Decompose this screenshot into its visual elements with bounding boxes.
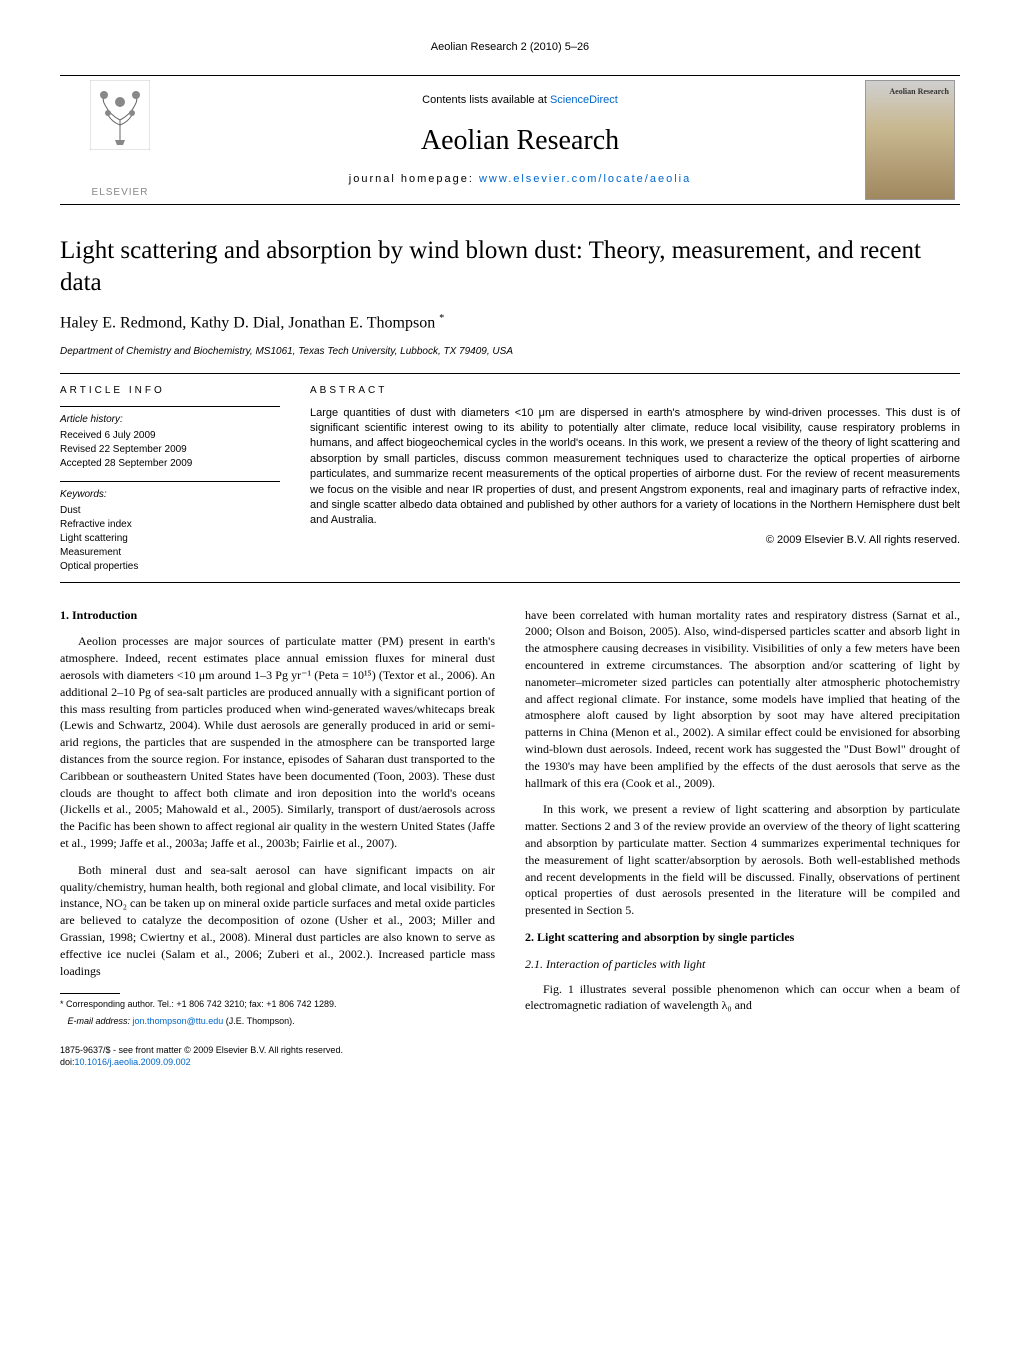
email-label: E-mail address: — [68, 1016, 133, 1026]
article-info-heading: ARTICLE INFO — [60, 384, 280, 398]
info-abstract-row: ARTICLE INFO Article history: Received 6… — [60, 384, 960, 574]
homepage-prefix: journal homepage: — [349, 173, 479, 185]
publisher-logo-box: ELSEVIER — [60, 75, 180, 205]
doi-line: doi:10.1016/j.aeolia.2009.09.002 — [60, 1056, 960, 1069]
corresponding-footnote: * Corresponding author. Tel.: +1 806 742… — [60, 998, 495, 1011]
history-label: Article history: — [60, 413, 280, 427]
abstract-heading: ABSTRACT — [310, 384, 960, 398]
section-1-p2: Both mineral dust and sea-salt aerosol c… — [60, 862, 495, 980]
authors-line: Haley E. Redmond, Kathy D. Dial, Jonatha… — [60, 312, 960, 335]
journal-title-banner: Aeolian Research — [180, 121, 860, 160]
affiliation: Department of Chemistry and Biochemistry… — [60, 345, 960, 359]
email-link[interactable]: jon.thompson@ttu.edu — [133, 1016, 224, 1026]
divider-rule — [60, 582, 960, 583]
sciencedirect-link[interactable]: ScienceDirect — [550, 94, 618, 106]
doi-prefix: doi: — [60, 1057, 75, 1067]
banner-right: Aeolian Research — [860, 75, 960, 205]
authors-names: Haley E. Redmond, Kathy D. Dial, Jonatha… — [60, 314, 435, 331]
journal-banner: ELSEVIER Contents lists available at Sci… — [60, 75, 960, 205]
history-lines: Received 6 July 2009 Revised 22 Septembe… — [60, 429, 280, 471]
issn-line: 1875-9637/$ - see front matter © 2009 El… — [60, 1044, 960, 1057]
section-2-heading: 2. Light scattering and absorption by si… — [525, 929, 960, 946]
abstract-text: Large quantities of dust with diameters … — [310, 406, 960, 529]
keyword-item: Dust — [60, 504, 280, 518]
article-info-block: ARTICLE INFO Article history: Received 6… — [60, 384, 280, 574]
keyword-item: Optical properties — [60, 560, 280, 574]
contents-prefix: Contents lists available at — [422, 94, 550, 106]
history-accepted: Accepted 28 September 2009 — [60, 457, 280, 471]
journal-cover-thumbnail: Aeolian Research — [865, 80, 955, 200]
keywords-label: Keywords: — [60, 488, 280, 502]
history-received: Received 6 July 2009 — [60, 429, 280, 443]
elsevier-tree-icon — [90, 80, 150, 150]
contents-line: Contents lists available at ScienceDirec… — [180, 93, 860, 108]
running-header: Aeolian Research 2 (2010) 5–26 — [60, 40, 960, 55]
bottom-meta: 1875-9637/$ - see front matter © 2009 El… — [60, 1044, 960, 1069]
abstract-copyright: © 2009 Elsevier B.V. All rights reserved… — [310, 533, 960, 548]
keyword-item: Measurement — [60, 546, 280, 560]
section-2-1-heading: 2.1. Interaction of particles with light — [525, 956, 960, 973]
section-1-p1: Aeolion processes are major sources of p… — [60, 633, 495, 851]
publisher-name: ELSEVIER — [92, 186, 149, 200]
banner-center: Contents lists available at ScienceDirec… — [180, 93, 860, 187]
abstract-block: ABSTRACT Large quantities of dust with d… — [310, 384, 960, 574]
info-divider — [60, 481, 280, 482]
section-1-heading: 1. Introduction — [60, 607, 495, 624]
info-divider — [60, 406, 280, 407]
footnote-divider — [60, 993, 120, 994]
section-2-1-p1: Fig. 1 illustrates several possible phen… — [525, 981, 960, 1015]
divider-rule — [60, 373, 960, 374]
history-revised: Revised 22 September 2009 — [60, 443, 280, 457]
email-suffix: (J.E. Thompson). — [223, 1016, 294, 1026]
homepage-line: journal homepage: www.elsevier.com/locat… — [180, 172, 860, 187]
article-title: Light scattering and absorption by wind … — [60, 235, 960, 298]
corresponding-symbol: * — [439, 313, 444, 324]
email-footnote: E-mail address: jon.thompson@ttu.edu (J.… — [60, 1015, 495, 1028]
keyword-item: Refractive index — [60, 518, 280, 532]
col2-p1: have been correlated with human mortalit… — [525, 607, 960, 792]
doi-link[interactable]: 10.1016/j.aeolia.2009.09.002 — [75, 1057, 191, 1067]
col2-p2: In this work, we present a review of lig… — [525, 801, 960, 919]
homepage-link[interactable]: www.elsevier.com/locate/aeolia — [479, 173, 691, 185]
body-columns: 1. Introduction Aeolion processes are ma… — [60, 607, 960, 1028]
cover-title: Aeolian Research — [889, 86, 949, 97]
keyword-item: Light scattering — [60, 532, 280, 546]
